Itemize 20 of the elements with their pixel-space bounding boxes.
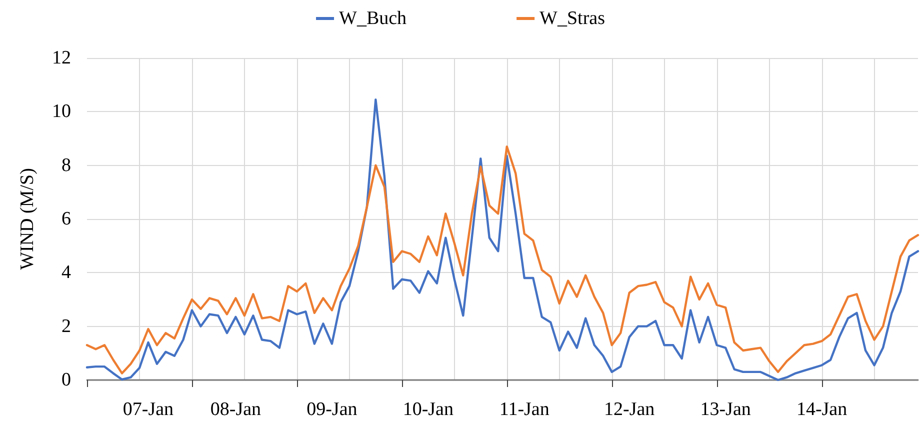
y-tick-label: 6 [62, 208, 71, 230]
x-tick-label: 10-Jan [402, 399, 454, 420]
y-tick-label: 10 [52, 101, 71, 122]
x-tick-label: 12-Jan [604, 399, 656, 420]
y-axis-title: WIND (M/S) [17, 168, 38, 270]
x-tick-label: 09-Jan [306, 399, 358, 420]
y-tick-label: 0 [62, 370, 71, 390]
legend-label: W_Stras [540, 8, 605, 29]
x-tick-label: 08-Jan [210, 399, 262, 420]
x-tick-label: 14-Jan [796, 399, 848, 420]
y-tick-label: 8 [62, 154, 71, 176]
x-tick-label: 07-Jan [122, 399, 174, 420]
line-series [86, 145, 920, 374]
x-tick-label: 13-Jan [700, 399, 752, 420]
y-tick-label: 4 [62, 262, 72, 284]
line-series [86, 98, 920, 382]
y-tick-label: 12 [52, 48, 71, 68]
legend-label: W_Buch [339, 8, 408, 29]
y-tick-label: 2 [62, 316, 71, 337]
x-tick-label: 11-Jan [499, 399, 550, 420]
